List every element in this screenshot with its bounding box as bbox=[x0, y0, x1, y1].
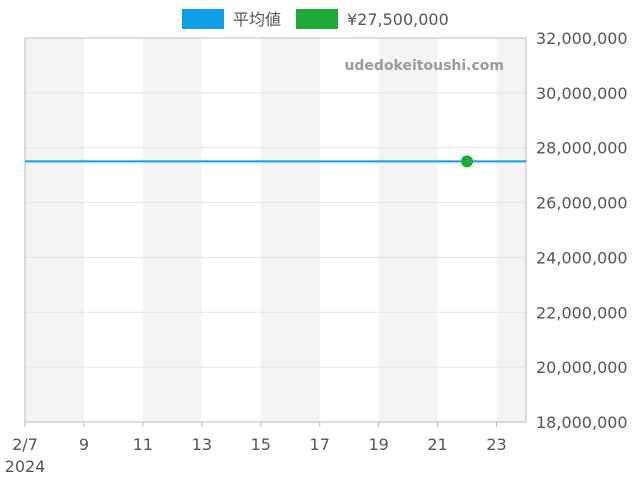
day-band-1 bbox=[142, 38, 202, 422]
price-point-0[interactable] bbox=[461, 155, 474, 168]
y-tick-label-6: 30,000,000 bbox=[536, 84, 628, 103]
plot-border bbox=[24, 37, 527, 423]
x-tick-label-0: 2/7 bbox=[12, 435, 38, 454]
x-tick-label-4: 15 bbox=[251, 435, 271, 454]
day-band-3 bbox=[378, 38, 438, 422]
x-tick-label-5: 17 bbox=[310, 435, 330, 454]
day-band-4 bbox=[496, 38, 526, 422]
y-tick-label-0: 18,000,000 bbox=[536, 413, 628, 432]
x-tick-label-6: 19 bbox=[368, 435, 388, 454]
legend-swatch-1[interactable] bbox=[296, 9, 338, 29]
y-tick-label-2: 22,000,000 bbox=[536, 303, 628, 322]
legend-label-1: ¥27,500,000 bbox=[347, 10, 449, 29]
y-tick-label-7: 32,000,000 bbox=[536, 29, 628, 48]
legend-swatch-0[interactable] bbox=[182, 9, 224, 29]
legend-label-0: 平均値 bbox=[233, 10, 281, 29]
x-tick-label-7: 21 bbox=[427, 435, 447, 454]
x-tick-label-2: 11 bbox=[133, 435, 153, 454]
y-tick-label-1: 20,000,000 bbox=[536, 358, 628, 377]
x-tick-label-1: 9 bbox=[79, 435, 89, 454]
x-tick-label-8: 23 bbox=[486, 435, 506, 454]
watermark-text: udedokeitoushi.com bbox=[344, 58, 504, 74]
day-band-0 bbox=[25, 38, 84, 422]
y-tick-label-3: 24,000,000 bbox=[536, 248, 628, 267]
y-tick-label-4: 26,000,000 bbox=[536, 194, 628, 213]
x-tick-label-3: 13 bbox=[192, 435, 212, 454]
day-band-2 bbox=[260, 38, 320, 422]
y-tick-label-5: 28,000,000 bbox=[536, 139, 628, 158]
x-tick-sublabel-0: 2024 bbox=[5, 457, 46, 476]
